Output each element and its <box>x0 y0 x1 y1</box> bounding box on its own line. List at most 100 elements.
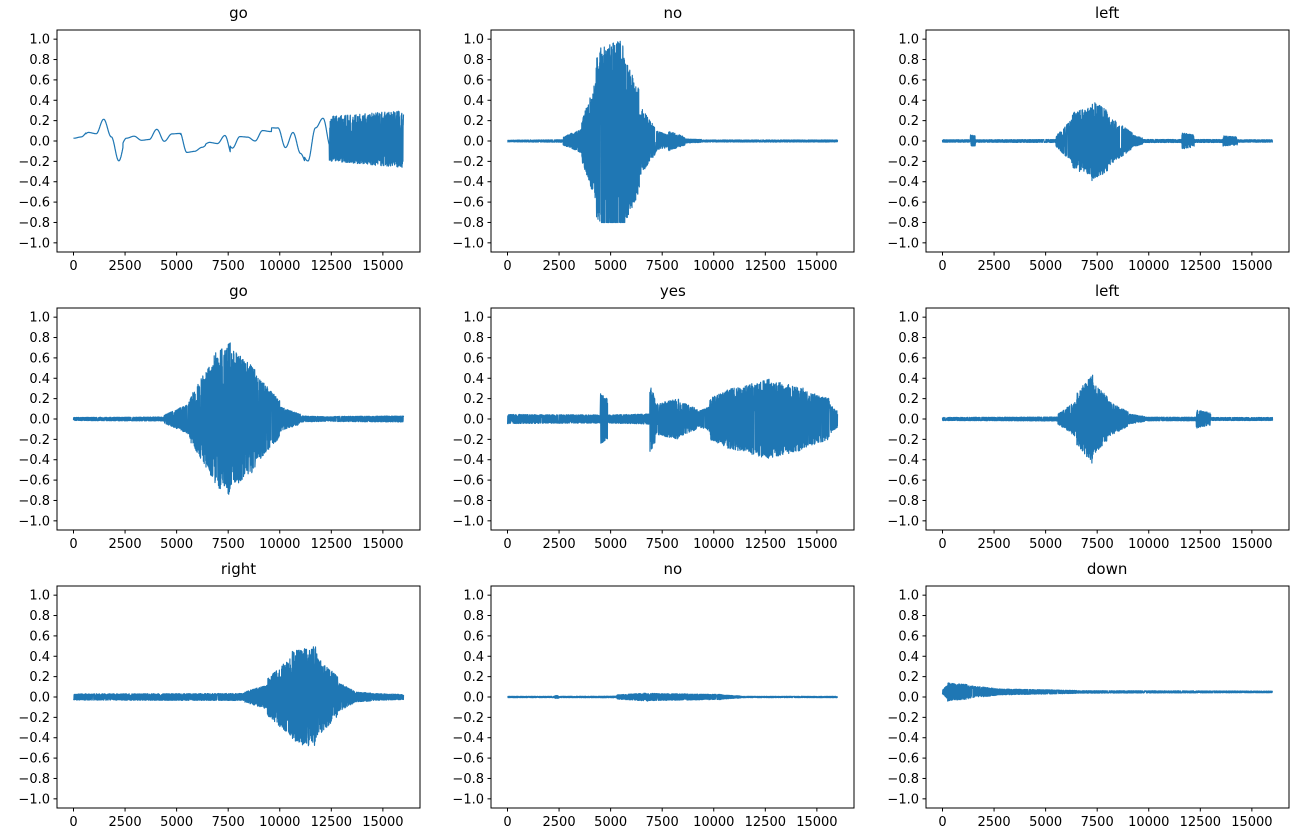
plot-spines <box>490 307 855 531</box>
x-tick-label: 5000 <box>594 537 627 552</box>
waveform-plot: 0 2500 5000 7500 10000 12500 15000 1.0 0.8 0.6 0.4… <box>887 29 1290 274</box>
waveform-plot: 0 2500 5000 7500 10000 12500 15000 1.0 0.8 0.6 0.4… <box>453 585 855 830</box>
y-tick-label: −0.2 <box>887 155 919 170</box>
y-tick-label: −1.0 <box>453 514 485 529</box>
x-tick-label: 2500 <box>543 259 576 274</box>
x-tick-label: 7500 <box>646 815 679 830</box>
y-tick-label: −1.0 <box>453 792 485 807</box>
subplot-cell-6: right 0 2500 5000 7500 10000 12500 15000 1.0 0.8… <box>0 558 434 836</box>
plot-spines <box>925 29 1290 253</box>
plot-spines <box>925 585 1290 809</box>
y-tick-label: −1.0 <box>887 236 919 251</box>
y-tick-label: −0.6 <box>887 752 919 767</box>
waveform-plot: 0 2500 5000 7500 10000 12500 15000 1.0 0.8 0.6 0.4… <box>453 29 855 274</box>
x-tick-label: 2500 <box>543 537 576 552</box>
y-tick-label: 0.0 <box>898 413 919 428</box>
y-tick-label: 0.4 <box>898 650 919 665</box>
y-tick-label: 0.6 <box>898 629 919 644</box>
x-tick-label: 12500 <box>745 815 786 830</box>
subplot-title: go <box>229 4 248 22</box>
y-tick-label: −1.0 <box>18 514 50 529</box>
y-tick-label: 0.2 <box>29 670 50 685</box>
x-tick-label: 0 <box>504 815 512 830</box>
x-tick-label: 5000 <box>1029 259 1062 274</box>
y-tick-label: −0.4 <box>453 453 485 468</box>
y-tick-label: −0.6 <box>887 474 919 489</box>
subplot-cell-0: go 0 2500 5000 7500 10000 12500 15000 1.0 0.8 0.6… <box>0 2 434 280</box>
x-tick-label: 15000 <box>362 259 403 274</box>
y-tick-label: −0.4 <box>18 453 50 468</box>
y-tick-label: −0.8 <box>18 772 50 787</box>
x-tick-label: 2500 <box>977 537 1010 552</box>
y-tick-label: −0.8 <box>887 216 919 231</box>
waveform-line <box>72 110 405 168</box>
plot-spines <box>56 307 421 531</box>
x-tick-label: 0 <box>504 537 512 552</box>
y-tick-label: 0.4 <box>898 372 919 387</box>
y-tick-label: 0.0 <box>464 135 485 150</box>
subplot-cell-8: down 0 2500 5000 7500 10000 12500 15000 1.0 0.8 0… <box>869 558 1303 836</box>
y-tick-label: 1.0 <box>898 311 919 326</box>
subplot-title: yes <box>659 282 686 300</box>
plot-spines <box>490 29 855 253</box>
y-tick-label: −0.8 <box>887 494 919 509</box>
x-tick-label: 7500 <box>212 259 245 274</box>
x-tick-label: 15000 <box>1231 259 1272 274</box>
y-tick-label: −0.2 <box>18 433 50 448</box>
x-tick-label: 5000 <box>160 815 193 830</box>
x-tick-label: 10000 <box>1128 815 1169 830</box>
subplot-cell-2: left 0 2500 5000 7500 10000 12500 15000 1.0 0.8 0… <box>869 2 1303 280</box>
subplot-title: no <box>663 4 683 22</box>
y-tick-label: 0.6 <box>464 629 485 644</box>
subplot-title: go <box>229 282 248 300</box>
x-tick-label: 12500 <box>1179 259 1220 274</box>
waveform-line <box>941 102 1273 182</box>
x-tick-label: 15000 <box>1231 815 1272 830</box>
y-tick-label: −0.6 <box>453 196 485 211</box>
y-tick-label: 0.8 <box>29 53 50 68</box>
x-tick-label: 10000 <box>259 259 300 274</box>
x-tick-label: 12500 <box>311 259 352 274</box>
x-tick-label: 15000 <box>797 259 838 274</box>
y-tick-label: −0.8 <box>887 772 919 787</box>
subplot-title: left <box>1095 4 1120 22</box>
x-tick-label: 12500 <box>745 537 786 552</box>
y-tick-label: −0.4 <box>18 175 50 190</box>
y-tick-label: 0.2 <box>464 670 485 685</box>
y-tick-label: −1.0 <box>887 514 919 529</box>
x-tick-label: 10000 <box>1128 537 1169 552</box>
y-tick-label: 0.4 <box>464 650 485 665</box>
x-tick-label: 12500 <box>745 259 786 274</box>
x-tick-label: 0 <box>504 259 512 274</box>
y-tick-label: −0.2 <box>453 711 485 726</box>
x-tick-label: 5000 <box>160 259 193 274</box>
y-tick-label: 0.0 <box>29 691 50 706</box>
y-tick-label: 0.2 <box>898 670 919 685</box>
plot-spines <box>56 29 421 253</box>
y-tick-label: −0.2 <box>18 711 50 726</box>
x-tick-label: 7500 <box>646 537 679 552</box>
y-tick-label: −1.0 <box>18 236 50 251</box>
x-tick-label: 12500 <box>1179 537 1220 552</box>
y-tick-label: −0.8 <box>453 494 485 509</box>
x-tick-label: 0 <box>69 537 77 552</box>
y-tick-label: 1.0 <box>464 33 485 48</box>
y-tick-label: 0.0 <box>29 413 50 428</box>
y-tick-label: 0.8 <box>464 331 485 346</box>
y-tick-label: 0.4 <box>29 94 50 109</box>
subplot-cell-7: no 0 2500 5000 7500 10000 12500 15000 1.0 0.8 0.6… <box>434 558 868 836</box>
waveform-plot: 0 2500 5000 7500 10000 12500 15000 1.0 0.8 0.6 0.4… <box>18 307 421 552</box>
x-tick-label: 15000 <box>797 537 838 552</box>
x-tick-label: 7500 <box>212 537 245 552</box>
subplot-cell-3: go 0 2500 5000 7500 10000 12500 15000 1.0 0.8 0.6… <box>0 280 434 558</box>
y-tick-label: 0.0 <box>464 691 485 706</box>
y-tick-label: 0.6 <box>898 351 919 366</box>
y-tick-label: 1.0 <box>464 311 485 326</box>
y-tick-label: 0.6 <box>29 351 50 366</box>
y-tick-label: −0.4 <box>887 453 919 468</box>
waveform-line <box>507 378 839 459</box>
y-tick-label: 0.2 <box>29 392 50 407</box>
waveform-line <box>941 682 1273 702</box>
y-tick-label: 1.0 <box>29 33 50 48</box>
y-tick-label: −0.4 <box>887 731 919 746</box>
